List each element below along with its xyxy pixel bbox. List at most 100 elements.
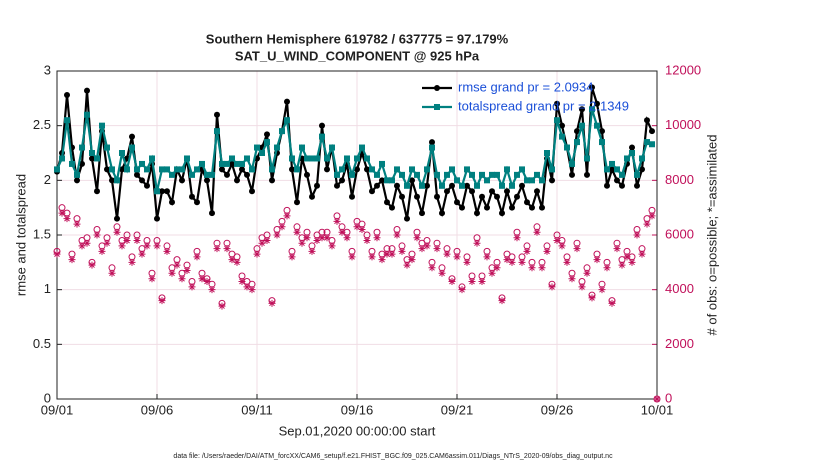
- point: [219, 166, 225, 173]
- legend-marker: [434, 85, 440, 91]
- point: [229, 160, 235, 167]
- point: [419, 210, 425, 217]
- point: [563, 258, 571, 266]
- point: [508, 258, 516, 266]
- point: [439, 182, 445, 189]
- point: [549, 177, 555, 184]
- y-axis-label: rmse and totalspread: [13, 174, 28, 296]
- point: [223, 245, 231, 253]
- point: [349, 193, 355, 200]
- point: [178, 275, 186, 283]
- point: [194, 166, 200, 173]
- point: [204, 171, 210, 178]
- point: [134, 166, 140, 173]
- point: [58, 209, 66, 217]
- point: [64, 117, 70, 124]
- point: [423, 242, 431, 250]
- point: [334, 171, 340, 178]
- y-tick-label: 1: [44, 281, 51, 296]
- y-tick-label: 0.5: [33, 336, 51, 351]
- point: [624, 155, 630, 162]
- point: [464, 166, 470, 173]
- point: [113, 228, 121, 236]
- point: [463, 258, 471, 266]
- point: [549, 166, 555, 173]
- point: [98, 247, 106, 255]
- point: [258, 239, 266, 247]
- point: [218, 302, 226, 310]
- point: [568, 275, 576, 283]
- point: [389, 177, 395, 184]
- y2-tick-label: 8000: [665, 172, 694, 187]
- point: [489, 171, 495, 178]
- point: [643, 220, 651, 228]
- y-tick-label: 0: [44, 390, 51, 405]
- point: [543, 247, 551, 255]
- point: [584, 171, 590, 178]
- point: [389, 204, 395, 211]
- point: [564, 144, 570, 151]
- point: [303, 234, 311, 242]
- y2-tick-label: 6000: [665, 226, 694, 241]
- point: [84, 87, 90, 94]
- point: [324, 155, 330, 162]
- point: [649, 128, 655, 135]
- point: [448, 277, 456, 285]
- point: [323, 234, 331, 242]
- point: [203, 277, 211, 285]
- point: [143, 242, 151, 250]
- point: [363, 236, 371, 244]
- point: [304, 155, 310, 162]
- point: [433, 245, 441, 253]
- point: [609, 160, 615, 167]
- point: [364, 155, 370, 162]
- point: [388, 250, 396, 258]
- point: [368, 253, 376, 261]
- point: [74, 171, 80, 178]
- point: [638, 250, 646, 258]
- point: [438, 269, 446, 277]
- point: [99, 122, 105, 129]
- point: [93, 231, 101, 239]
- point: [133, 236, 141, 244]
- point: [188, 283, 196, 291]
- point: [278, 223, 286, 231]
- point: [604, 182, 610, 189]
- point: [474, 210, 480, 217]
- point: [398, 247, 406, 255]
- point: [264, 131, 270, 138]
- point: [119, 150, 125, 156]
- point: [129, 133, 135, 140]
- point: [578, 283, 586, 291]
- point: [444, 171, 450, 178]
- point: [414, 171, 420, 178]
- chart-title: Southern Hemisphere 619782 / 637775 = 97…: [206, 31, 509, 46]
- point: [209, 171, 215, 178]
- point: [63, 215, 71, 223]
- point: [379, 160, 385, 167]
- point: [364, 166, 370, 173]
- point: [224, 160, 230, 167]
- point: [474, 182, 480, 189]
- point: [409, 177, 415, 184]
- point: [639, 155, 645, 162]
- point: [153, 242, 161, 250]
- point: [524, 199, 530, 206]
- point: [179, 166, 185, 173]
- point: [404, 182, 410, 189]
- point: [629, 144, 635, 151]
- point: [79, 160, 85, 167]
- point: [248, 286, 256, 294]
- point: [514, 193, 520, 200]
- point: [394, 166, 400, 173]
- point: [254, 144, 260, 151]
- point: [484, 204, 490, 211]
- point: [114, 177, 120, 184]
- point: [173, 261, 181, 269]
- point: [94, 155, 100, 162]
- point: [653, 395, 661, 403]
- point: [384, 199, 390, 206]
- point: [264, 139, 270, 146]
- point: [418, 245, 426, 253]
- point: [333, 217, 341, 225]
